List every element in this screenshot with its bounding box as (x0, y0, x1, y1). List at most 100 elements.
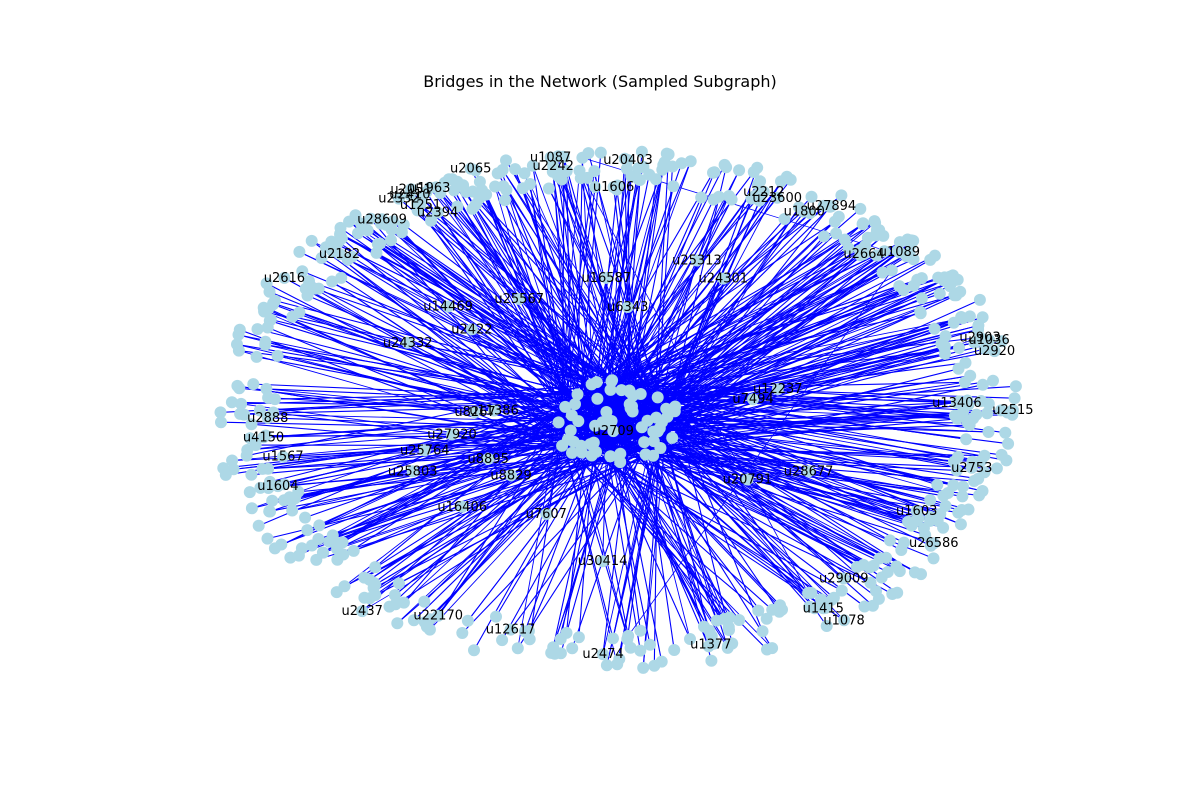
node-label: u2410 (389, 188, 430, 203)
graph-node (296, 265, 309, 278)
graph-edge (301, 451, 582, 549)
node-label: u6343 (607, 300, 648, 315)
graph-node (418, 616, 431, 629)
graph-edge (554, 456, 611, 654)
graph-edge (602, 421, 783, 610)
chart-title: Bridges in the Network (Sampled Subgraph… (423, 72, 777, 91)
graph-node (939, 499, 952, 512)
graph-edge (661, 421, 748, 480)
graph-node (456, 627, 469, 639)
graph-node (496, 163, 509, 176)
graph-node (423, 181, 436, 194)
graph-edge (646, 420, 712, 661)
graph-edge (340, 277, 591, 445)
graph-node (260, 277, 273, 290)
node-label: u29009 (819, 572, 869, 587)
graph-edge (591, 383, 1015, 399)
graph-node (607, 181, 620, 194)
node-label: u27920 (427, 428, 477, 443)
graph-node (355, 217, 367, 230)
graph-node (876, 266, 889, 279)
node-label: u2051 (390, 182, 431, 197)
graph-node (733, 164, 746, 177)
node-label: u1963 (409, 181, 450, 196)
graph-node (438, 176, 451, 189)
graph-edge (667, 343, 942, 418)
graph-node (259, 335, 272, 348)
graph-node (832, 210, 845, 223)
graph-node (232, 328, 245, 341)
graph-edge (632, 252, 910, 412)
node-label: u2888 (247, 411, 288, 426)
graph-node (886, 588, 899, 600)
graph-node (301, 524, 314, 537)
graph-node (868, 215, 881, 228)
node-label: u1603 (896, 504, 937, 519)
graph-node (303, 275, 315, 288)
graph-node (286, 310, 299, 323)
graph-node (1008, 392, 1021, 405)
graph-node (526, 159, 539, 172)
graph-node (754, 175, 767, 188)
graph-node (250, 350, 263, 363)
graph-edge (632, 411, 691, 640)
graph-node (388, 589, 401, 602)
graph-node (418, 595, 431, 608)
graph-node (511, 642, 524, 655)
graph-node (589, 181, 602, 193)
graph-edge (665, 235, 884, 410)
graph-node (857, 558, 870, 571)
graph-node (907, 253, 920, 266)
node-label: u22170 (413, 609, 463, 624)
graph-node (805, 190, 818, 203)
graph-node (973, 489, 986, 502)
graph-node (933, 287, 946, 300)
graph-edge (629, 241, 901, 405)
graph-node (611, 658, 624, 671)
graph-node (289, 492, 302, 505)
graph-node (596, 555, 609, 568)
graph-node (919, 529, 932, 542)
graph-node (310, 553, 323, 566)
graph-edge (607, 170, 740, 423)
graph-edge (579, 170, 809, 594)
graph-node (684, 633, 696, 645)
graph-node (632, 172, 645, 185)
graph-node (461, 614, 474, 627)
graph-edge (653, 409, 1002, 433)
graph-node (1000, 454, 1013, 467)
graph-node (488, 404, 500, 417)
graph-edge (674, 255, 907, 407)
graph-node (961, 416, 974, 429)
graph-node (654, 442, 667, 454)
graph-node (389, 598, 402, 611)
graph-node (385, 223, 398, 236)
graph-node (881, 566, 894, 578)
graph-node (723, 611, 736, 624)
graph-node (505, 469, 518, 482)
graph-node (760, 612, 773, 625)
graph-node (565, 409, 578, 422)
graph-node (385, 234, 397, 247)
graph-node (928, 249, 941, 262)
graph-node (375, 217, 387, 230)
graph-node (607, 425, 620, 438)
graph-edge (269, 452, 573, 512)
graph-node (978, 342, 991, 355)
graph-edge (611, 212, 811, 381)
graph-node (606, 374, 619, 387)
graph-node (540, 508, 553, 520)
graph-node (776, 603, 788, 616)
graph-node (219, 468, 232, 481)
graph-edge (620, 162, 666, 391)
graph-node (957, 480, 969, 493)
graph-node (830, 227, 843, 240)
graph-node (622, 629, 635, 642)
graph-edge (627, 306, 659, 432)
node-label: u20791 (723, 473, 773, 488)
node-label: u8829 (490, 468, 531, 483)
graph-node (733, 614, 746, 626)
graph-node (233, 382, 246, 395)
graph-node (950, 289, 963, 302)
graph-edge (627, 270, 893, 637)
